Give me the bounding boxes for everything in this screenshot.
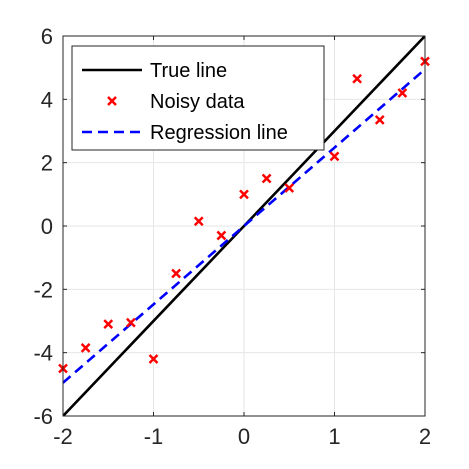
y-tick-label: -2 [33, 277, 53, 302]
x-tick-label: 0 [238, 424, 250, 449]
data-point [193, 216, 204, 227]
data-point [329, 151, 340, 162]
legend-entry: Noisy data [107, 91, 245, 113]
data-point [125, 317, 136, 328]
legend-label: Noisy data [150, 91, 245, 113]
legend-label: True line [150, 60, 227, 82]
data-point [374, 115, 385, 125]
data-point [103, 319, 114, 330]
data-point [352, 73, 363, 84]
y-tick-label: 6 [41, 24, 53, 49]
data-point [284, 183, 295, 193]
data-point [148, 354, 159, 364]
y-tick-label: -6 [33, 404, 53, 429]
legend-label: Regression line [150, 122, 288, 144]
ticks: -2 -1 0 1 2 -6 -4 -2 0 2 4 6 [33, 24, 431, 449]
y-tick-label: 0 [41, 214, 53, 239]
data-point [397, 88, 408, 98]
y-tick-label: -4 [33, 341, 53, 366]
legend-entry: True line [82, 60, 227, 82]
true-line [63, 36, 425, 416]
y-tick-label: 4 [41, 87, 53, 112]
data-point [171, 268, 182, 279]
x-tick-label: 2 [419, 424, 431, 449]
x-tick-label: -2 [53, 424, 73, 449]
x-tick-label: 1 [328, 424, 340, 449]
data-point [216, 230, 227, 241]
legend: True line Noisy data Regression line [71, 45, 325, 151]
data-point [261, 173, 272, 184]
data-point [80, 343, 91, 353]
x-tick-label: -1 [144, 424, 164, 449]
data-point [239, 189, 249, 200]
legend-entry: Regression line [82, 122, 288, 144]
legend-marker-swatch [107, 96, 117, 106]
y-tick-label: 2 [41, 151, 53, 176]
